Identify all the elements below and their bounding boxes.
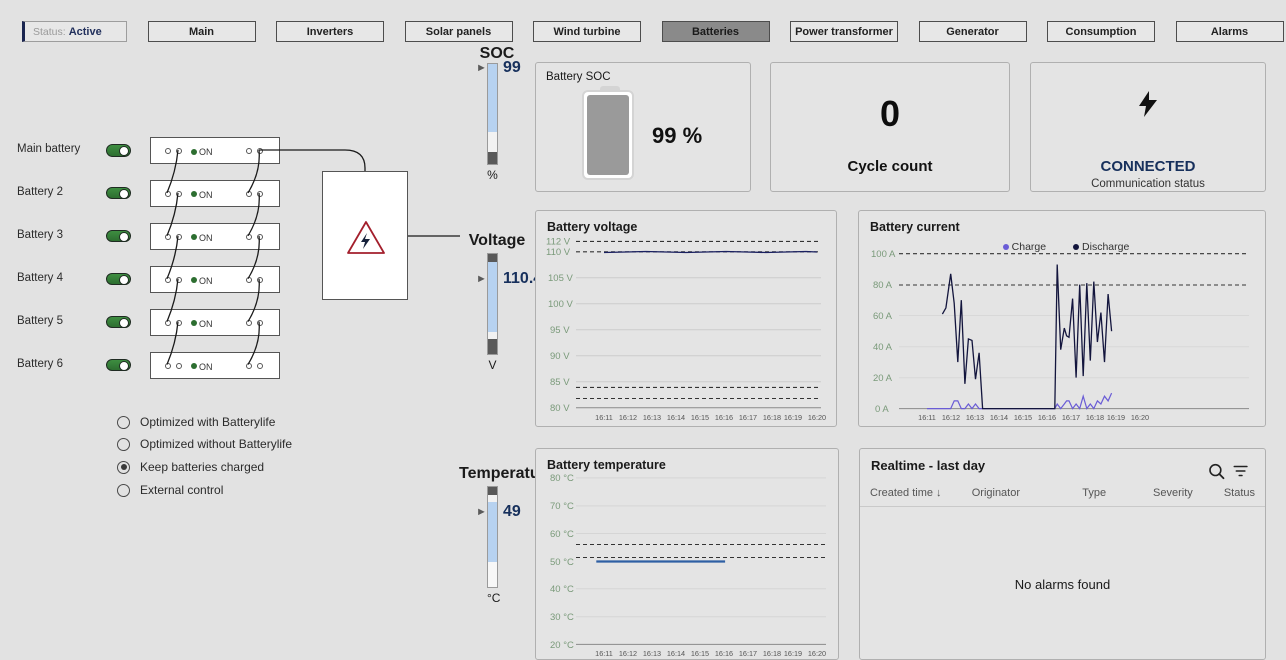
svg-text:80 °C: 80 °C xyxy=(550,473,574,484)
svg-text:60 A: 60 A xyxy=(873,311,893,322)
svg-text:40 A: 40 A xyxy=(873,342,893,353)
svg-text:16:11: 16:11 xyxy=(918,413,936,422)
svg-text:0 A: 0 A xyxy=(875,404,889,415)
svg-text:16:19: 16:19 xyxy=(784,413,802,422)
svg-text:16:17: 16:17 xyxy=(739,413,757,422)
svg-text:16:13: 16:13 xyxy=(643,649,661,658)
svg-text:16:12: 16:12 xyxy=(619,413,637,422)
svg-text:16:14: 16:14 xyxy=(667,649,685,658)
svg-text:16:12: 16:12 xyxy=(619,649,637,658)
svg-text:16:15: 16:15 xyxy=(691,413,709,422)
svg-text:60 °C: 60 °C xyxy=(550,529,574,540)
svg-text:70 °C: 70 °C xyxy=(550,501,574,512)
svg-text:16:14: 16:14 xyxy=(990,413,1008,422)
svg-text:16:11: 16:11 xyxy=(595,649,613,658)
svg-text:16:15: 16:15 xyxy=(1014,413,1032,422)
svg-text:20 °C: 20 °C xyxy=(550,640,574,651)
svg-text:100 V: 100 V xyxy=(548,299,573,310)
svg-text:90 V: 90 V xyxy=(550,351,570,362)
svg-text:16:20: 16:20 xyxy=(808,649,826,658)
svg-text:16:18: 16:18 xyxy=(763,413,781,422)
svg-text:95 V: 95 V xyxy=(550,325,570,336)
svg-text:30 °C: 30 °C xyxy=(550,612,574,623)
svg-text:20 A: 20 A xyxy=(873,373,893,384)
svg-text:16:14: 16:14 xyxy=(667,413,685,422)
svg-text:16:17: 16:17 xyxy=(739,649,757,658)
svg-text:40 °C: 40 °C xyxy=(550,584,574,595)
svg-text:16:18: 16:18 xyxy=(763,649,781,658)
svg-text:85 V: 85 V xyxy=(550,377,570,388)
svg-text:50 °C: 50 °C xyxy=(550,557,574,568)
svg-text:112 V: 112 V xyxy=(546,237,571,248)
svg-text:16:16: 16:16 xyxy=(1038,413,1056,422)
svg-text:16:13: 16:13 xyxy=(966,413,984,422)
svg-text:16:18: 16:18 xyxy=(1086,413,1104,422)
svg-text:16:19: 16:19 xyxy=(784,649,802,658)
svg-text:16:16: 16:16 xyxy=(715,649,733,658)
svg-text:16:17: 16:17 xyxy=(1062,413,1080,422)
svg-text:105 V: 105 V xyxy=(548,273,573,284)
svg-text:16:11: 16:11 xyxy=(595,413,613,422)
svg-text:16:19: 16:19 xyxy=(1107,413,1125,422)
svg-text:16:12: 16:12 xyxy=(942,413,960,422)
svg-text:80 V: 80 V xyxy=(550,403,570,414)
svg-text:16:20: 16:20 xyxy=(1131,413,1149,422)
svg-text:16:16: 16:16 xyxy=(715,413,733,422)
svg-text:16:13: 16:13 xyxy=(643,413,661,422)
svg-text:80 A: 80 A xyxy=(873,280,893,291)
svg-text:110 V: 110 V xyxy=(546,247,571,258)
svg-text:16:15: 16:15 xyxy=(691,649,709,658)
svg-text:16:20: 16:20 xyxy=(808,413,826,422)
